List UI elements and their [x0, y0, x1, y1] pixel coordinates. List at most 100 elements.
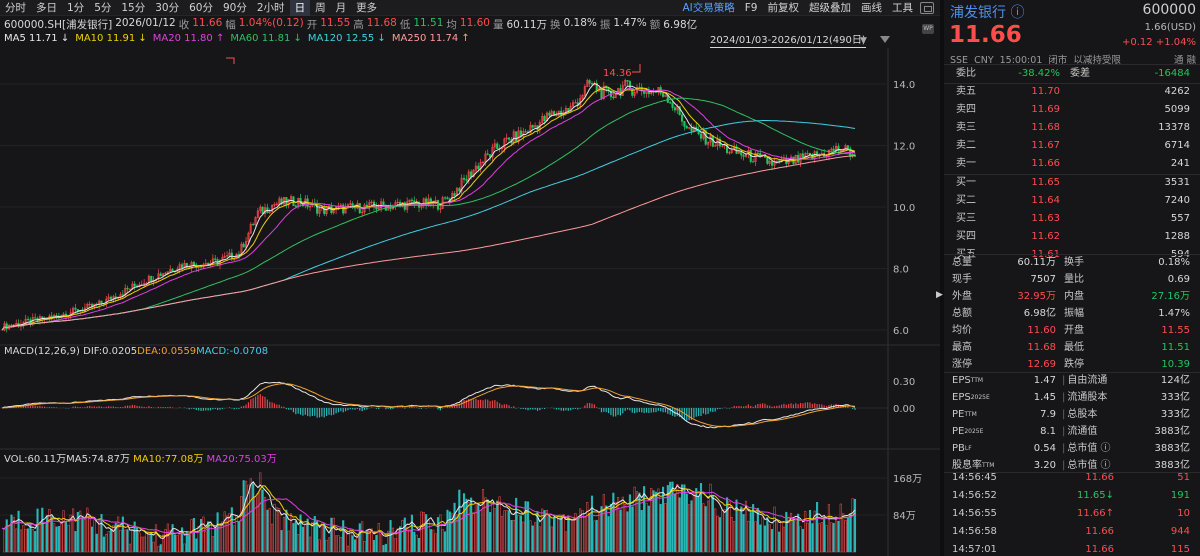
bid-row-2[interactable]: 买三 11.63 557 [944, 211, 1200, 227]
volume-bar [446, 509, 449, 553]
volume-bar [290, 513, 293, 553]
bid-row-3[interactable]: 买四 11.62 1288 [944, 229, 1200, 245]
bid-row-0[interactable]: 买一 11.65 3531 [944, 175, 1200, 191]
fund-row-1: EPS2025E 1.45 | 流通股本 333亿 [944, 390, 1200, 406]
macd-label: MACD(12,26,9) [4, 346, 80, 357]
toolbar-item-5[interactable]: 工具 [892, 1, 913, 14]
toolbar-item-2[interactable]: 前复权 [767, 1, 800, 14]
ma-line-5 [1, 155, 856, 331]
period-tab-10[interactable]: 周 [315, 1, 326, 14]
stat-label: 涨停 [952, 359, 972, 370]
ask-label: 卖四 [956, 104, 976, 115]
period-tab-2[interactable]: 1分 [67, 1, 85, 14]
bid-vol: 1288 [1164, 231, 1190, 242]
period-tab-7[interactable]: 90分 [223, 1, 247, 14]
ask-row-2[interactable]: 卖三 11.68 13378 [944, 120, 1200, 136]
bid-price: 11.65 [1031, 177, 1060, 188]
panel-divider[interactable] [940, 0, 944, 556]
volume-bar [467, 502, 470, 553]
candle-body [453, 193, 456, 196]
vol-legend-ma5: MA5:74.87万 [66, 454, 130, 465]
volume-bar [756, 507, 759, 553]
volume-bar [41, 507, 44, 553]
period-tab-5[interactable]: 30分 [155, 1, 180, 14]
volume-bar [503, 510, 506, 553]
tick-row-1: 14:56:52 11.65↓ 191 [944, 488, 1200, 504]
volume-bar [271, 523, 274, 553]
candle-body [496, 143, 499, 149]
candle-body [159, 273, 162, 277]
low-value: 11.51 [413, 17, 444, 29]
fund-row-5: 股息率TTM 3.20 | 总市值 ⓘ 3883亿 [944, 458, 1200, 474]
candle-body [249, 223, 252, 234]
window-icon[interactable] [920, 1, 934, 14]
ask-price: 11.67 [1031, 140, 1060, 151]
volume-bar [458, 489, 461, 553]
toolbar-item-4[interactable]: 画线 [861, 1, 882, 14]
volume-bar [465, 498, 468, 553]
candle-body [318, 208, 321, 214]
weibi-label: 委比 [956, 68, 976, 79]
period-tab-9[interactable]: 日 [289, 0, 311, 16]
candle-body [505, 137, 508, 140]
info-icon[interactable]: ⓘ [1010, 5, 1025, 21]
volume-bar [479, 510, 482, 553]
period-tab-3[interactable]: 5分 [94, 1, 112, 14]
volume-bar [154, 524, 158, 553]
vol-tick-0: 168万 [893, 474, 922, 485]
candle-body [830, 148, 833, 151]
volume-bar [823, 517, 826, 553]
turn-value: 0.18% [563, 17, 597, 29]
period-tab-11[interactable]: 月 [335, 1, 347, 14]
last-price: 11.66 [949, 22, 1022, 48]
toolbar-item-0[interactable]: AI交易策略 [682, 1, 735, 14]
candle-body [204, 263, 207, 265]
period-tab-1[interactable]: 多日 [36, 1, 57, 14]
kline-chart[interactable]: 14.0 12.0 10.0 8.0 6.0 14.36 0.30 0.00 168万 84万 [0, 0, 940, 556]
volume-bar [643, 486, 646, 553]
date-range-selector[interactable]: 2024/01/03-2026/01/12(490日) [710, 35, 866, 48]
volume-bar [417, 537, 421, 553]
wp-badge[interactable]: WP [922, 24, 934, 34]
bid-row-1[interactable]: 买二 11.64 7240 [944, 193, 1200, 209]
volume-bar [121, 516, 124, 553]
stat-value-2: 0.69 [1167, 274, 1190, 285]
period-tab-6[interactable]: 60分 [189, 1, 213, 14]
volume-bar [723, 509, 726, 553]
ask-row-3[interactable]: 卖二 11.67 6714 [944, 138, 1200, 154]
volume-bar [602, 494, 605, 553]
period-tab-8[interactable]: 2小时 [256, 1, 285, 14]
volume-bar [797, 513, 800, 553]
volume-bar [714, 508, 717, 553]
stat-value: 11.60 [1027, 325, 1056, 336]
ask-row-1[interactable]: 卖四 11.69 5099 [944, 102, 1200, 118]
candle-body [121, 294, 124, 296]
volume-bar [773, 506, 776, 553]
candle-body [481, 161, 485, 164]
range-dropdown-icon[interactable]: ▼ [860, 36, 867, 46]
quote-panel: 浦发银行 ⓘ 600000 11.66 1.66(USD) +0.12 +1.0… [944, 0, 1200, 556]
volume-bar [226, 515, 229, 553]
candle-body [489, 154, 492, 158]
period-tab-0[interactable]: 分时 [5, 1, 26, 14]
volume-bar [759, 524, 762, 553]
period-tab-4[interactable]: 15分 [121, 1, 146, 14]
candle-body [771, 160, 774, 166]
volume-bar [124, 529, 127, 553]
stock-name[interactable]: 浦发银行 ⓘ [950, 2, 1024, 22]
period-tab-12[interactable]: 更多 [356, 1, 378, 14]
stat-label-2: 跌停 [1064, 359, 1084, 370]
collapse-panel-icon[interactable]: ▶ [936, 290, 943, 300]
volume-bar [676, 484, 679, 553]
ask-row-0[interactable]: 卖五 11.70 4262 [944, 84, 1200, 100]
volume-bar [678, 497, 681, 553]
fund-value-2: 333亿 [1160, 392, 1190, 403]
volume-bar [538, 526, 541, 553]
toolbar-item-3[interactable]: 超级叠加 [809, 1, 851, 14]
ask-row-4[interactable]: 卖一 11.66 241 [944, 156, 1200, 172]
sep-weibi [944, 83, 1200, 84]
collapse-triangle-icon[interactable] [880, 36, 890, 43]
toolbar-item-1[interactable]: F9 [744, 1, 758, 14]
volume-bar [209, 521, 212, 553]
